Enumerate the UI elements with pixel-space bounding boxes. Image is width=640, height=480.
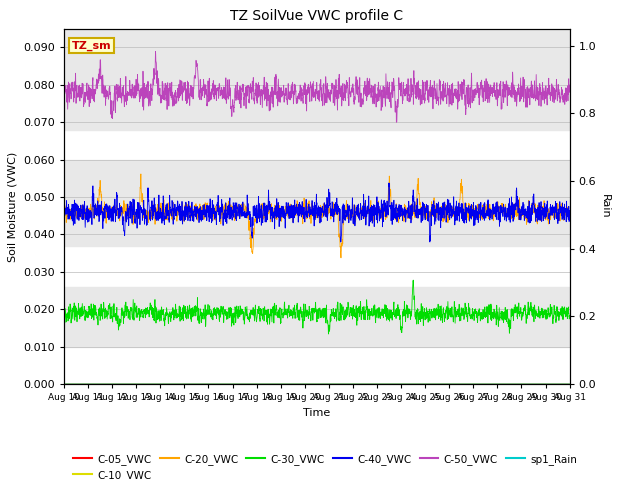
Y-axis label: Rain: Rain — [600, 194, 611, 219]
Title: TZ SoilVue VWC profile C: TZ SoilVue VWC profile C — [230, 10, 403, 24]
Bar — [64, 287, 570, 347]
Bar — [64, 29, 570, 130]
X-axis label: Time: Time — [303, 408, 330, 418]
Text: TZ_sm: TZ_sm — [72, 40, 111, 50]
Y-axis label: Soil Moisture (VWC): Soil Moisture (VWC) — [8, 151, 18, 262]
Bar — [64, 160, 570, 246]
Legend: C-05_VWC, C-10_VWC, C-20_VWC, C-30_VWC, C-40_VWC, C-50_VWC, sp1_Rain: C-05_VWC, C-10_VWC, C-20_VWC, C-30_VWC, … — [69, 450, 581, 480]
